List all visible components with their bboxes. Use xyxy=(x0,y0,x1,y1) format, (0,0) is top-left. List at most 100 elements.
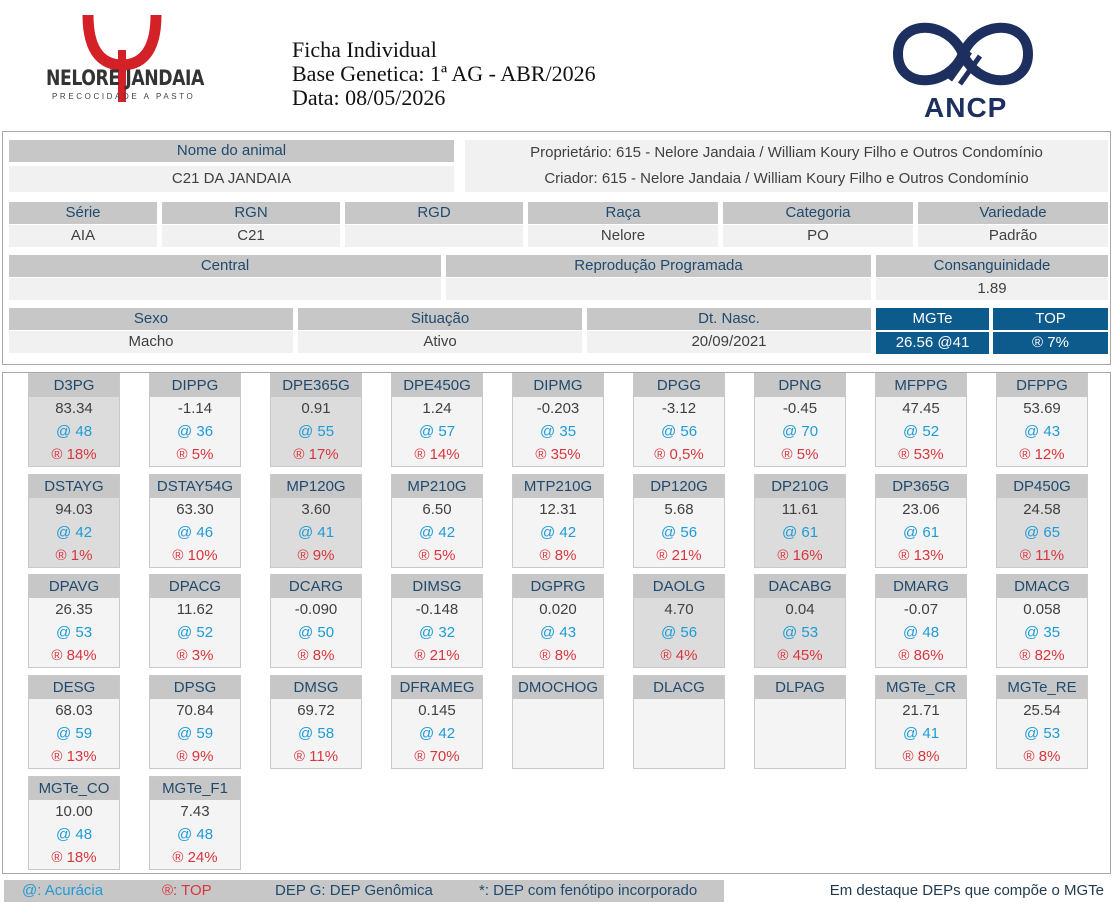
dep-name: MP120G xyxy=(271,475,361,498)
dep-name: MGTe_F1 xyxy=(150,777,240,800)
dep-cell: DAOLG 4.70 @ 56 ® 4% xyxy=(633,574,725,668)
dep-value: 47.45 xyxy=(902,400,940,417)
dep-accuracy: @ 52 xyxy=(176,624,214,641)
dep-cell: DLACG xyxy=(633,675,725,769)
report-date: Data: 08/05/2026 xyxy=(292,85,446,110)
dep-name: DGPRG xyxy=(513,575,603,598)
animal-name-label: Nome do animal xyxy=(9,140,454,162)
dep-cell: MGTe_RE 25.54 @ 53 ® 8% xyxy=(996,675,1088,769)
dep-value: 0.04 xyxy=(785,601,815,618)
dep-name: DPNG xyxy=(755,374,845,397)
raca-value: Nelore xyxy=(528,225,718,247)
dep-cell: DP120G 5.68 @ 56 ® 21% xyxy=(633,474,725,568)
dep-name: DSTAY54G xyxy=(150,475,240,498)
dep-accuracy: @ 36 xyxy=(176,423,214,440)
dep-cell: DPAVG 26.35 @ 53 ® 84% xyxy=(28,574,120,668)
dep-accuracy xyxy=(513,722,603,745)
dep-value: 21.71 xyxy=(902,702,940,719)
dep-top xyxy=(634,745,724,768)
raca-label: Raça xyxy=(528,202,718,224)
situacao-label: Situação xyxy=(298,308,582,330)
dep-top: ® 18% xyxy=(51,849,97,866)
mgte-value: 26.56 @41 xyxy=(876,332,989,354)
dep-value: 7.43 xyxy=(180,803,210,820)
dep-value xyxy=(755,699,845,722)
dep-name: DPACG xyxy=(150,575,240,598)
dep-value: 5.68 xyxy=(664,501,694,518)
dep-accuracy: @ 57 xyxy=(418,423,456,440)
consanguinidade-value: 1.89 xyxy=(876,278,1108,300)
owner-value: Proprietário: 615 - Nelore Jandaia / Wil… xyxy=(530,144,1043,161)
dep-cell: MP210G 6.50 @ 42 ® 5% xyxy=(391,474,483,568)
dep-accuracy: @ 61 xyxy=(781,524,819,541)
sexo-label: Sexo xyxy=(9,308,293,330)
dep-cell: DCARG -0.090 @ 50 ® 8% xyxy=(270,574,362,668)
dep-top: ® 8% xyxy=(539,547,577,564)
dep-value: 23.06 xyxy=(902,501,940,518)
dep-top: ® 13% xyxy=(51,748,97,765)
dep-name: DP120G xyxy=(634,475,724,498)
dep-cell: DMARG -0.07 @ 48 ® 86% xyxy=(875,574,967,668)
legend-accuracy: @: Acurácia xyxy=(22,882,104,899)
dep-value: 4.70 xyxy=(664,601,694,618)
page-title: Ficha Individual xyxy=(292,37,437,62)
dep-name: DMOCHOG xyxy=(513,676,603,699)
dep-cell: DESG 68.03 @ 59 ® 13% xyxy=(28,675,120,769)
dep-value: 70.84 xyxy=(176,702,214,719)
logo-wordmark: NELORE JANDAIA xyxy=(46,66,204,90)
dep-name: DCARG xyxy=(271,575,361,598)
nelore-jandaia-logo: NELORE JANDAIA PRECOCIDADE A PASTO xyxy=(40,10,240,105)
dep-name: DPSG xyxy=(150,676,240,699)
ancp-logo-mark xyxy=(892,22,1034,86)
dep-value: -0.148 xyxy=(415,601,459,618)
dep-accuracy: @ 42 xyxy=(418,725,456,742)
dep-cell: DPACG 11.62 @ 52 ® 3% xyxy=(149,574,241,668)
dep-name: DESG xyxy=(29,676,119,699)
central-label: Central xyxy=(9,255,441,277)
dep-value: 25.54 xyxy=(1023,702,1061,719)
repro-value xyxy=(446,278,871,300)
dep-accuracy: @ 35 xyxy=(1023,624,1061,641)
dep-accuracy xyxy=(755,722,845,745)
dep-name: DPGG xyxy=(634,374,724,397)
dep-top: ® 14% xyxy=(414,446,460,463)
dep-name: MFPPG xyxy=(876,374,966,397)
dep-top: ® 21% xyxy=(414,647,460,664)
serie-label: Série xyxy=(9,202,157,224)
logo-slogan: PRECOCIDADE A PASTO xyxy=(52,92,196,101)
dep-name: MTP210G xyxy=(513,475,603,498)
dep-top: ® 53% xyxy=(898,446,944,463)
dep-name: DMACG xyxy=(997,575,1087,598)
rgn-value: C21 xyxy=(162,225,340,247)
dep-top: ® 70% xyxy=(414,748,460,765)
central-value xyxy=(9,278,441,300)
dep-cell: D3PG 83.34 @ 48 ® 18% xyxy=(28,373,120,467)
dep-accuracy: @ 56 xyxy=(660,624,698,641)
dep-value: 0.020 xyxy=(539,601,577,618)
dep-accuracy: @ 61 xyxy=(902,524,940,541)
dep-top: ® 35% xyxy=(535,446,581,463)
legend-dep-genomica: DEP G: DEP Genômica xyxy=(275,882,433,899)
variedade-label: Variedade xyxy=(918,202,1108,224)
dep-accuracy: @ 59 xyxy=(55,725,93,742)
dep-cell: DIMSG -0.148 @ 32 ® 21% xyxy=(391,574,483,668)
dep-name: DPE450G xyxy=(392,374,482,397)
dep-top: ® 9% xyxy=(297,547,335,564)
dep-cell: DACABG 0.04 @ 53 ® 45% xyxy=(754,574,846,668)
dep-cell: DP450G 24.58 @ 65 ® 11% xyxy=(996,474,1088,568)
dep-cell: DPE450G 1.24 @ 57 ® 14% xyxy=(391,373,483,467)
dep-value: 0.058 xyxy=(1023,601,1061,618)
dep-cell: DIPMG -0.203 @ 35 ® 35% xyxy=(512,373,604,467)
dep-cell: DMACG 0.058 @ 35 ® 82% xyxy=(996,574,1088,668)
dep-accuracy: @ 43 xyxy=(1023,423,1061,440)
dep-accuracy: @ 59 xyxy=(176,725,214,742)
animal-info-box: Nome do animal C21 DA JANDAIA Proprietár… xyxy=(2,131,1111,365)
dep-name: DPE365G xyxy=(271,374,361,397)
dep-cell: DMOCHOG xyxy=(512,675,604,769)
dep-cell: DGPRG 0.020 @ 43 ® 8% xyxy=(512,574,604,668)
dep-top: ® 4% xyxy=(660,647,698,664)
dep-accuracy: @ 48 xyxy=(55,826,93,843)
dep-accuracy: @ 53 xyxy=(1023,725,1061,742)
legend-fenotipo: *: DEP com fenótipo incorporado xyxy=(479,882,698,899)
dep-accuracy: @ 55 xyxy=(297,423,335,440)
